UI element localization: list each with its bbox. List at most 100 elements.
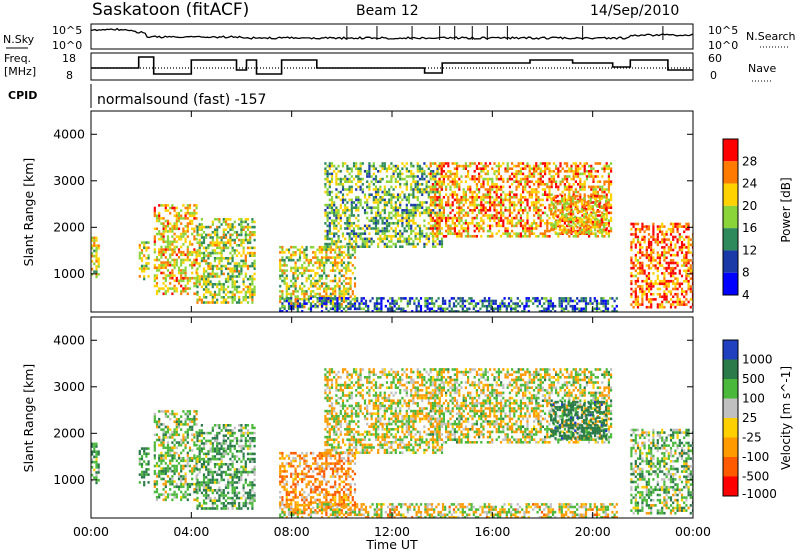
power-cell (691, 295, 693, 299)
power-cell (432, 170, 435, 173)
power-cell (195, 204, 198, 207)
power-cell (346, 242, 349, 246)
power-cell (383, 190, 386, 194)
power-cell (636, 277, 640, 280)
power-cell (522, 177, 525, 181)
power-cell (412, 180, 415, 183)
power-cell (489, 227, 492, 230)
power-cell (224, 244, 228, 247)
power-cell (301, 271, 304, 275)
power-cell (359, 164, 362, 168)
power-cell (281, 295, 284, 298)
power-cell (678, 235, 681, 239)
power-cell (410, 242, 413, 246)
power-cell (339, 224, 342, 228)
power-cell (335, 175, 338, 178)
power-cell (202, 293, 206, 296)
power-cell (307, 295, 310, 298)
power-cell (91, 260, 94, 263)
power-cell (292, 284, 295, 288)
power-cell (249, 275, 252, 278)
power-cell (652, 285, 655, 288)
power-cell (242, 251, 245, 255)
power-cell (687, 243, 690, 247)
power-cell (665, 282, 668, 286)
power-cell (453, 222, 456, 225)
power-cell (377, 211, 380, 215)
power-cell (294, 279, 297, 283)
power-cell (410, 214, 413, 217)
power-cell (559, 209, 562, 212)
power-cell (600, 299, 603, 303)
power-cell (173, 284, 176, 288)
power-cell (457, 297, 460, 300)
power-cell (383, 211, 386, 215)
power-cell (235, 270, 239, 273)
power-cell (340, 290, 343, 293)
power-cell (442, 183, 445, 186)
power-cell (572, 175, 575, 178)
power-cell (672, 272, 675, 275)
power-cell (347, 251, 350, 254)
power-cell (430, 310, 434, 312)
power-cell (580, 220, 583, 224)
power-cell (356, 297, 359, 300)
power-cell (253, 272, 256, 276)
power-cell (462, 167, 465, 170)
power-cell (320, 264, 324, 267)
power-cell (560, 304, 563, 308)
power-cell (386, 307, 390, 311)
power-cell (595, 304, 599, 308)
power-cell (456, 196, 459, 199)
power-cell (385, 190, 389, 194)
power-cell (350, 167, 353, 170)
power-cell (530, 172, 533, 176)
power-cell (207, 264, 210, 268)
power-cell (503, 304, 506, 308)
power-cell (484, 164, 487, 168)
power-cell (357, 232, 360, 235)
power-cell (433, 302, 436, 305)
power-cell (93, 249, 96, 253)
power-cell (349, 284, 352, 288)
power-cell (186, 245, 189, 249)
power-cell (674, 243, 677, 247)
power-cell (468, 307, 471, 311)
power-cell (337, 222, 340, 225)
power-cell (399, 201, 402, 204)
velocity-cell (91, 453, 94, 456)
power-cell (519, 224, 522, 228)
power-cell (296, 304, 299, 308)
power-cell (186, 217, 189, 220)
power-cell (316, 292, 319, 296)
power-cell (590, 172, 593, 176)
power-cell (526, 235, 529, 238)
power-cell (160, 222, 163, 225)
power-cell (415, 297, 418, 300)
power-cell (344, 162, 347, 165)
power-cell (579, 167, 582, 170)
power-cell (475, 185, 478, 189)
power-cell (595, 310, 599, 312)
power-cell (303, 305, 306, 309)
power-cell (231, 223, 234, 226)
power-cell (432, 175, 435, 178)
power-cell (643, 272, 646, 275)
power-cell (504, 227, 507, 230)
power-cell (238, 301, 241, 304)
power-cell (316, 297, 319, 300)
power-cell (490, 304, 493, 308)
power-cell (173, 232, 176, 236)
power-cell (477, 310, 480, 312)
power-cell (473, 229, 476, 233)
power-cell (427, 237, 430, 241)
power-cell (486, 209, 489, 212)
power-cell (93, 239, 96, 242)
power-cell (434, 175, 437, 178)
power-cell (572, 199, 575, 203)
power-cell (337, 216, 340, 220)
power-cell (91, 267, 94, 271)
power-cell (489, 206, 492, 209)
power-cell (481, 299, 484, 303)
power-cell (654, 298, 657, 301)
